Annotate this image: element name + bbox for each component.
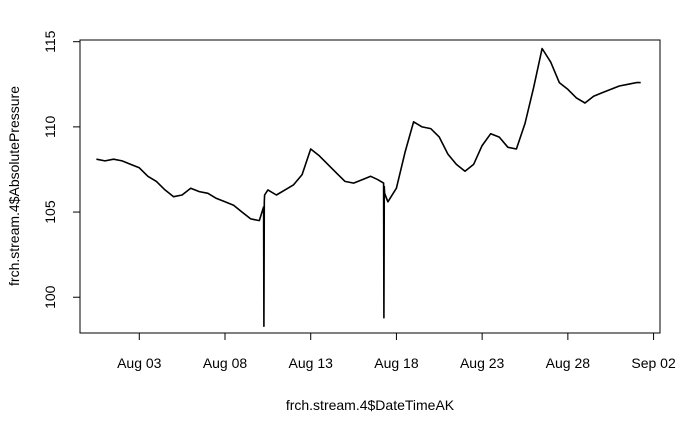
- x-tick-label: Aug 23: [460, 355, 505, 371]
- x-tick-label: Aug 13: [289, 355, 334, 371]
- x-axis-title: frch.stream.4$DateTimeAK: [286, 397, 455, 413]
- x-tick-label: Aug 08: [203, 355, 248, 371]
- y-tick-label: 105: [42, 200, 58, 224]
- y-axis-title: frch.stream.4$AbsolutePressure: [6, 86, 22, 286]
- x-tick-label: Aug 28: [546, 355, 591, 371]
- y-tick-label: 110: [42, 116, 58, 139]
- x-tick-label: Aug 03: [117, 355, 162, 371]
- x-tick-label: Aug 18: [374, 355, 419, 371]
- x-axis: Aug 03 Aug 08 Aug 13 Aug 18 Aug 23 Aug 28 Sep …: [117, 332, 676, 371]
- series-line: [96, 47, 641, 327]
- y-tick-label: 100: [42, 285, 58, 309]
- x-tick-label: Sep 02: [631, 355, 676, 371]
- y-axis: 100 105 110 115: [42, 30, 81, 309]
- y-tick-label: 115: [42, 30, 58, 53]
- plot-frame: [79, 39, 661, 334]
